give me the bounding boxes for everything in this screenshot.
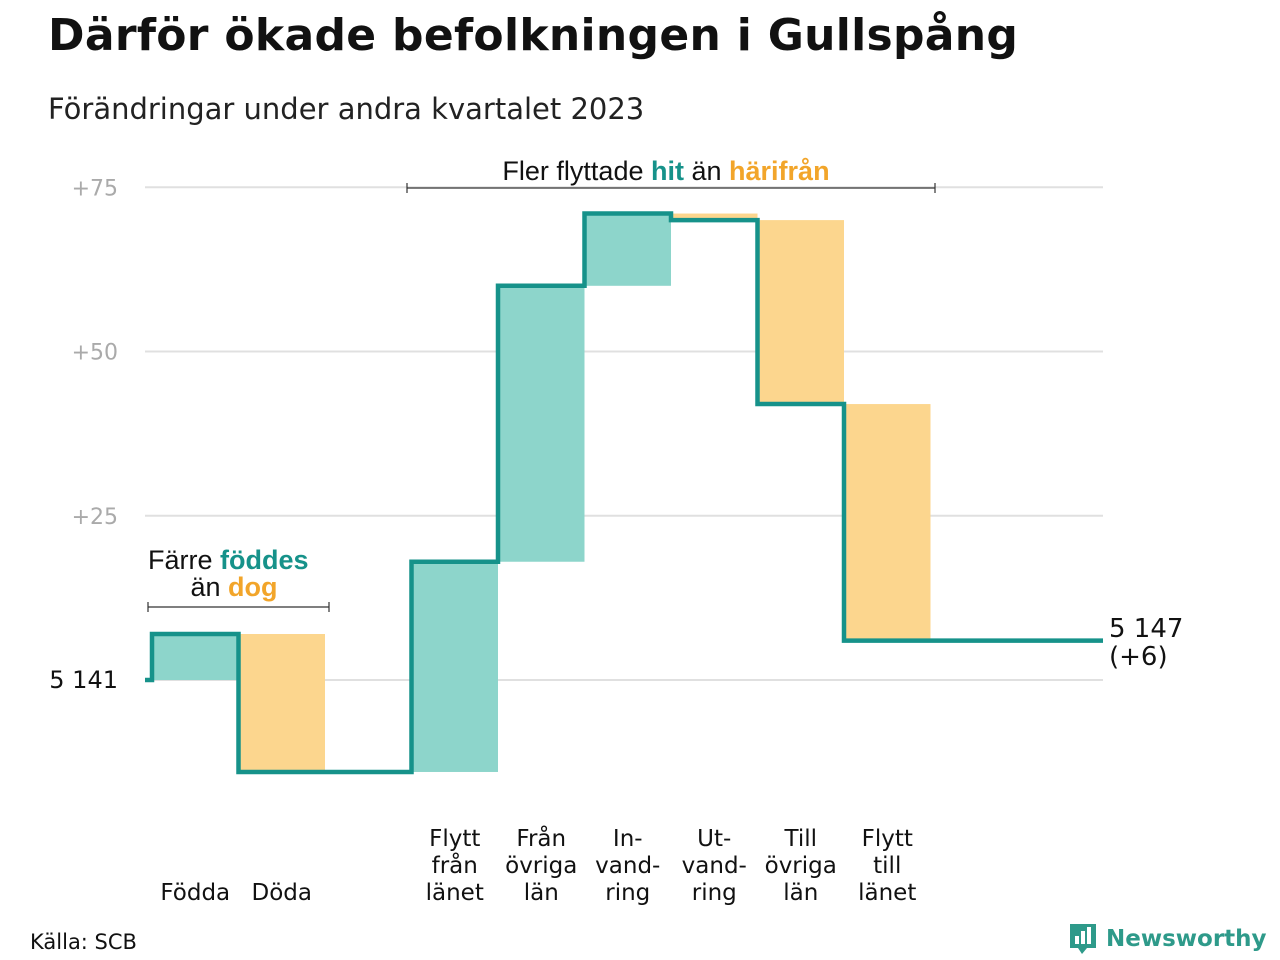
cumulative-step-line: [145, 211, 1103, 775]
annotation-text: Fler flyttade: [502, 156, 651, 186]
bar-ut-vand-ring: [671, 213, 758, 221]
category-label: vand-: [595, 853, 660, 879]
y-ticks: +25 +50 +75: [72, 176, 118, 530]
annotation-highlight-hit: hit: [651, 156, 684, 186]
annotation-text: än: [190, 572, 228, 602]
bar-döda: [238, 634, 325, 772]
category-label: länet: [858, 880, 916, 906]
category-label: Flytt: [862, 826, 913, 852]
category-label: län: [783, 880, 818, 906]
newsworthy-logo-icon: [1070, 924, 1096, 954]
chart-title: Därför ökade befolkningen i Gullspång: [48, 10, 1019, 61]
category-label: Döda: [252, 880, 312, 906]
end-change-label: (+6): [1109, 642, 1168, 672]
end-value-label: 5 147: [1109, 614, 1183, 644]
svg-text:Fler flyttade hit än härifrån: Fler flyttade hit än härifrån: [502, 156, 829, 186]
category-label: län: [524, 880, 559, 906]
category-label: från: [432, 851, 478, 879]
category-label: Ut-: [697, 826, 731, 852]
bar-flytt-till-länet: [844, 404, 931, 641]
category-label: In-: [613, 826, 643, 852]
bar-från-övriga-län: [498, 285, 585, 562]
y-tick-label: +75: [72, 176, 118, 201]
brand-name: Newsworthy: [1106, 926, 1267, 952]
source-note: Källa: SCB: [30, 930, 137, 954]
y-tick-label: +50: [72, 341, 118, 366]
category-label: övriga: [765, 853, 837, 879]
annotation-highlight-fodda: föddes: [220, 545, 309, 575]
bar-flytt-från-länet: [411, 561, 498, 772]
start-value-label: 5 141: [49, 666, 118, 694]
step-line: [145, 211, 1103, 775]
category-label: länet: [426, 880, 484, 906]
category-label: Flytt: [429, 826, 480, 852]
category-labels: Födda DödaFlyttfrånlänetFrånövrigalänIn-v…: [160, 824, 916, 906]
bar-till-övriga-län: [757, 220, 844, 405]
category-label: vand-: [682, 853, 747, 879]
category-label: ring: [692, 880, 737, 906]
y-tick-label: +25: [72, 505, 118, 530]
category-label: ring: [605, 880, 650, 906]
category-label: Från: [516, 824, 566, 852]
bars: [152, 213, 931, 772]
annotation-text: än: [684, 156, 729, 186]
annotation-highlight-harifran: härifrån: [729, 156, 830, 186]
svg-text:Färre föddes än dog: Färre föddes än dog: [148, 545, 316, 602]
bar-in-vand-ring: [584, 213, 671, 286]
annotation-highlight-dog: dog: [228, 572, 277, 602]
annotation-birth-death: Färre föddes än dog: [147, 545, 330, 612]
bar-födda: [152, 634, 239, 680]
category-label: Födda: [160, 880, 230, 906]
newsworthy-logo: Newsworthy: [1068, 922, 1267, 956]
category-label: övriga: [505, 853, 577, 879]
annotation-migration: Fler flyttade hit än härifrån: [406, 156, 936, 193]
chart-subtitle: Förändringar under andra kvartalet 2023: [48, 92, 645, 126]
category-label: Till: [783, 826, 817, 852]
category-label: till: [873, 853, 901, 879]
annotation-text: Färre: [148, 545, 220, 575]
